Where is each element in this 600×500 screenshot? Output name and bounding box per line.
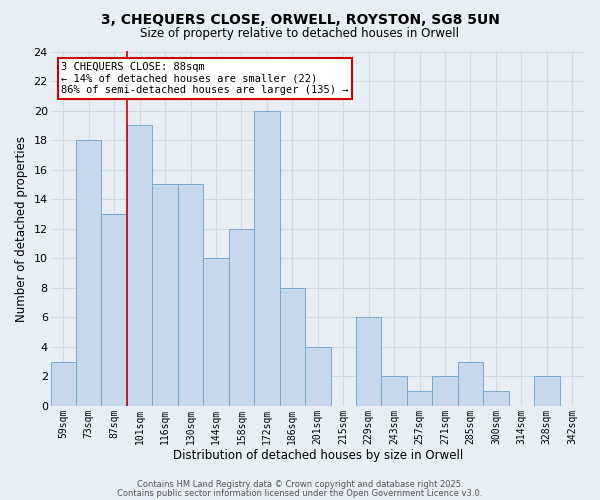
Bar [356, 318, 382, 406]
Bar [280, 288, 305, 406]
X-axis label: Distribution of detached houses by size in Orwell: Distribution of detached houses by size … [173, 450, 463, 462]
Bar [433, 376, 458, 406]
Bar [254, 110, 280, 406]
Bar [534, 376, 560, 406]
Bar [50, 362, 76, 406]
Text: Contains public sector information licensed under the Open Government Licence v3: Contains public sector information licen… [118, 488, 482, 498]
Bar [203, 258, 229, 406]
Bar [382, 376, 407, 406]
Text: Size of property relative to detached houses in Orwell: Size of property relative to detached ho… [140, 28, 460, 40]
Text: 3 CHEQUERS CLOSE: 88sqm
← 14% of detached houses are smaller (22)
86% of semi-de: 3 CHEQUERS CLOSE: 88sqm ← 14% of detache… [61, 62, 349, 96]
Bar [127, 126, 152, 406]
Bar [305, 347, 331, 406]
Bar [407, 391, 433, 406]
Bar [178, 184, 203, 406]
Y-axis label: Number of detached properties: Number of detached properties [15, 136, 28, 322]
Bar [76, 140, 101, 406]
Bar [152, 184, 178, 406]
Bar [458, 362, 483, 406]
Bar [229, 228, 254, 406]
Text: Contains HM Land Registry data © Crown copyright and database right 2025.: Contains HM Land Registry data © Crown c… [137, 480, 463, 489]
Text: 3, CHEQUERS CLOSE, ORWELL, ROYSTON, SG8 5UN: 3, CHEQUERS CLOSE, ORWELL, ROYSTON, SG8 … [101, 12, 499, 26]
Bar [483, 391, 509, 406]
Bar [101, 214, 127, 406]
